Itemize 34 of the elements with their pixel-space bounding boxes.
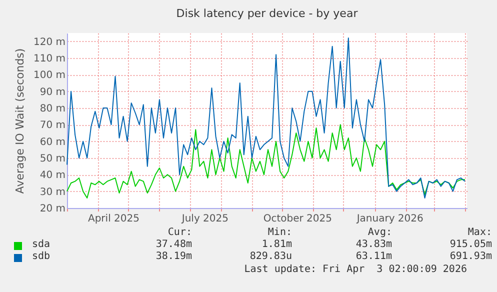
legend-label: sda	[32, 239, 52, 251]
line-series	[66, 38, 466, 198]
x-tick-label: July 2025	[180, 214, 228, 224]
x-tick-label: October 2025	[263, 214, 332, 224]
text: Min:	[266, 227, 292, 239]
text: 38.19m	[154, 251, 192, 263]
text: Last update: Fri Apr 3 02:00:09 2026	[244, 264, 467, 275]
y-tick-label: 100 m	[33, 70, 66, 82]
y-axis-title: Average IO Wait (seconds)	[13, 48, 26, 194]
text: Cur:	[166, 227, 192, 239]
text: 829.83u	[248, 251, 292, 263]
chart-title: Disk latency per device - by year	[176, 7, 358, 20]
text: Avg:	[366, 227, 392, 239]
y-tick-label: 30 m	[40, 186, 66, 198]
text: 37.48m	[154, 239, 192, 251]
text: 691.93m	[448, 251, 492, 263]
x-tick-label: January 2026	[356, 214, 424, 224]
y-tick-label: 50 m	[40, 154, 66, 164]
x-tick-label: April 2025	[88, 214, 140, 224]
text: 1.81m	[260, 239, 292, 251]
y-tick-label: 60 m	[40, 136, 66, 148]
line-series	[66, 124, 466, 198]
y-tick-label: 20 m	[40, 204, 66, 214]
y-tick-label: 40 m	[40, 170, 66, 182]
y-tick-label: 120 m	[33, 36, 66, 48]
y-tick-label: 70 m	[40, 120, 66, 132]
y-tick-label: 80 m	[40, 104, 66, 114]
text: 43.83m	[354, 239, 392, 251]
y-tick-label: 110 m	[33, 54, 66, 64]
text: 915.05m	[448, 239, 492, 251]
text: Max:	[466, 227, 492, 239]
y-tick-label: 90 m	[40, 86, 66, 98]
legend-label: sdb	[32, 251, 52, 263]
text: 63.11m	[354, 251, 392, 263]
